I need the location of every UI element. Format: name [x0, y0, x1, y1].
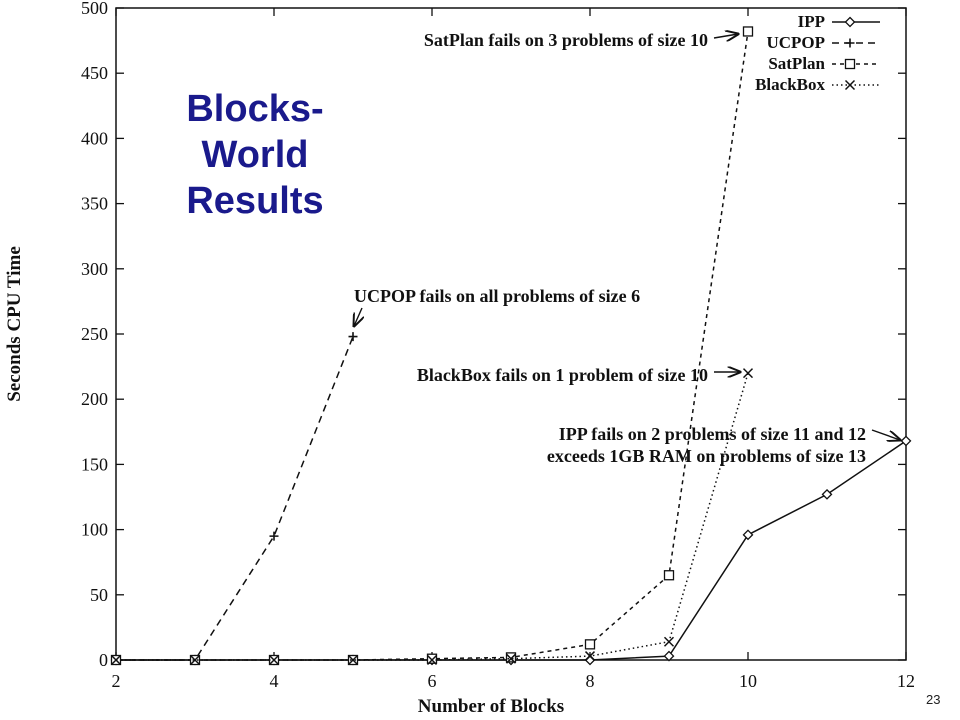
y-tick-label: 50	[90, 585, 108, 605]
data-point	[505, 653, 517, 664]
legend-label: SatPlan	[768, 54, 825, 73]
legend-label: UCPOP	[766, 33, 825, 52]
data-point	[269, 531, 279, 541]
data-point	[844, 16, 856, 28]
data-point	[348, 332, 358, 342]
y-tick-label: 150	[81, 454, 108, 474]
annotation-blackbox: BlackBox fails on 1 problem of size 10	[417, 365, 708, 385]
series-ucpop	[111, 332, 358, 665]
series-satplan	[110, 26, 754, 666]
y-tick-label: 500	[81, 0, 108, 18]
x-tick-label: 8	[586, 671, 595, 691]
data-point	[742, 26, 754, 37]
series-line	[116, 440, 907, 661]
y-tick-label: 450	[81, 63, 108, 83]
y-tick-label: 100	[81, 520, 108, 540]
plot-frame	[115, 7, 907, 661]
annotation-satplan: SatPlan fails on 3 problems of size 10	[424, 30, 708, 50]
annotation-ipp: IPP fails on 2 problems of size 11 and 1…	[559, 424, 866, 444]
y-tick-label: 0	[99, 650, 108, 670]
data-point	[821, 488, 833, 500]
data-point	[663, 570, 675, 581]
slide-number: 23	[926, 692, 941, 707]
data-point	[584, 639, 596, 650]
x-tick-label: 2	[112, 671, 121, 691]
series-line	[116, 336, 354, 661]
y-tick-label: 300	[81, 259, 108, 279]
annotation-ucpop: UCPOP fails on all problems of size 6	[354, 286, 640, 306]
annotation-ipp: exceeds 1GB RAM on problems of size 13	[547, 446, 866, 466]
slide-title-line: Results	[186, 180, 324, 222]
series-line	[116, 31, 749, 661]
slide-title: Blocks- World Results	[150, 86, 360, 224]
annotation-arrow	[713, 34, 738, 38]
data-point	[426, 653, 438, 664]
data-point	[426, 654, 438, 666]
slide-title-line: World	[201, 134, 309, 176]
y-tick-label: 400	[81, 128, 108, 148]
x-tick-label: 12	[897, 671, 915, 691]
data-point	[584, 651, 596, 662]
data-point	[663, 636, 675, 647]
data-point	[742, 529, 754, 541]
slide-title-line: Blocks-	[186, 88, 324, 130]
x-tick-label: 4	[270, 671, 279, 691]
annotation-arrow	[871, 429, 900, 440]
series-ipp	[110, 435, 912, 666]
x-axis-title: Number of Blocks	[418, 696, 564, 717]
y-tick-label: 250	[81, 324, 108, 344]
x-tick-label: 10	[739, 671, 757, 691]
data-point	[845, 38, 855, 48]
data-point	[844, 58, 856, 70]
series-blackbox	[110, 368, 754, 666]
data-point	[110, 654, 122, 666]
data-point	[742, 368, 754, 379]
data-point	[663, 650, 675, 662]
data-point	[347, 654, 359, 666]
legend: IPP UCPOP SatPlan BlackBox	[755, 12, 880, 94]
x-tick-label: 6	[428, 671, 437, 691]
legend-label: BlackBox	[755, 75, 825, 94]
series-line	[116, 372, 749, 661]
data-point	[189, 654, 201, 666]
data-point	[268, 654, 280, 666]
data-point	[900, 435, 912, 447]
y-tick-label: 200	[81, 389, 108, 409]
y-axis-title: Seconds CPU Time	[4, 246, 25, 402]
y-tick-label: 350	[81, 194, 108, 214]
legend-label: IPP	[798, 12, 825, 31]
annotation-arrow	[354, 307, 362, 326]
data-point	[505, 652, 517, 663]
data-point	[844, 79, 856, 91]
